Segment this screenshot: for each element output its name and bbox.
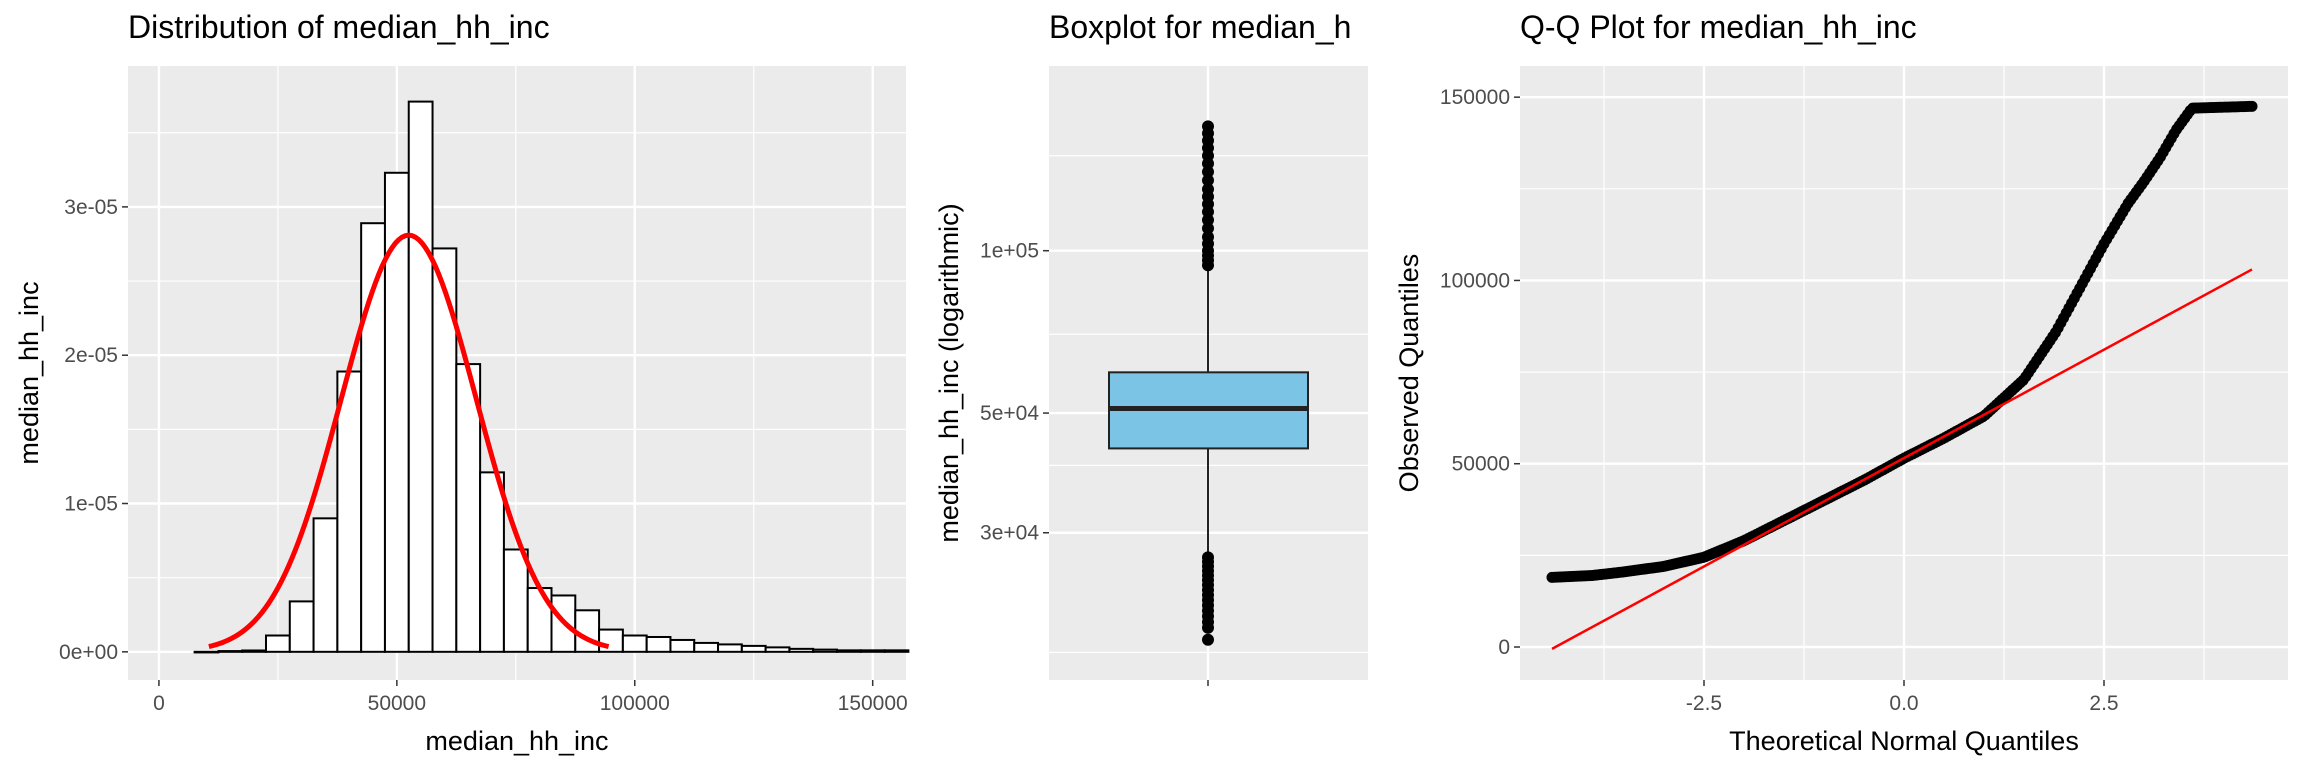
boxplot-axes: 3e+04 5e+04 1e+05 [980, 240, 1209, 686]
boxplot-outlier-point [1202, 633, 1214, 646]
histogram-bar [312, 517, 339, 653]
qq-panel: Q-Q Plot for median_hh_inc 0 50000 100000 1… [1394, 9, 2288, 756]
histogram-bar [836, 649, 862, 653]
qq-y-axis-label: Observed Quantiles [1394, 254, 1424, 493]
histogram-bar [479, 471, 505, 653]
histogram-bar [336, 370, 363, 653]
histogram-x-tick-label: 0 [153, 692, 165, 715]
boxplot-outlier-point [1202, 183, 1214, 196]
qq-title: Q-Q Plot for median_hh_inc [1520, 9, 1917, 45]
qq-y-tick-label: 100000 [1440, 269, 1510, 292]
histogram-bar [693, 641, 720, 653]
boxplot-box [1108, 120, 1309, 646]
histogram-bar [717, 643, 743, 653]
qq-reference-line [1551, 268, 2253, 650]
histogram-axes: 0e+00 1e-05 2e-05 3e-05 0 50000 100000 150000 [59, 196, 908, 715]
histogram-bar [621, 634, 648, 653]
histogram-bar [502, 548, 529, 653]
boxplot-outlier-point [1202, 174, 1214, 187]
histogram-y-tick-label: 1e-05 [64, 493, 118, 516]
histogram-y-axis-label: median_hh_inc [14, 281, 44, 464]
boxplot-y-tick-label: 5e+04 [980, 402, 1039, 425]
boxplot-y-axis-label: median_hh_inc (logarithmic) [934, 203, 964, 542]
boxplot-outlier-point [1202, 231, 1214, 244]
histogram-bar [764, 646, 791, 653]
histogram-title: Distribution of median_hh_inc [128, 9, 550, 45]
qq-x-tick-label: 2.5 [2089, 692, 2118, 715]
histogram-y-tick-label: 0e+00 [59, 641, 118, 664]
histogram-y-tick-label: 3e-05 [64, 196, 118, 219]
histogram-bar [241, 649, 267, 653]
histogram-bar [859, 649, 886, 653]
boxplot-outlier-point [1202, 222, 1214, 235]
qq-point [2246, 100, 2258, 112]
histogram-bar [645, 635, 672, 653]
histogram-x-axis-label: median_hh_inc [425, 726, 608, 756]
histogram-bar [598, 628, 624, 653]
boxplot-outlier-point [1202, 165, 1214, 178]
boxplot-panel: Boxplot for median_h 3e+04 5e+04 1e+05 med… [934, 9, 1368, 686]
histogram-x-tick-label: 150000 [838, 692, 908, 715]
histogram-y-tick-label: 2e-05 [64, 344, 118, 367]
histogram-bar [407, 100, 434, 653]
boxplot-outlier-point [1202, 120, 1214, 133]
histogram-bars [193, 100, 910, 654]
histogram-bar [669, 638, 696, 653]
boxplot-title: Boxplot for median_h [1049, 9, 1351, 45]
qq-y-tick-label: 150000 [1440, 86, 1510, 109]
histogram-bar [812, 648, 839, 653]
boxplot-y-tick-label: 3e+04 [980, 522, 1039, 545]
histogram-bar [193, 650, 220, 654]
histogram-panel: Distribution of median_hh_inc 0e+00 1e-05… [14, 9, 910, 756]
histogram-bar [574, 609, 601, 653]
boxplot-outlier-point [1202, 621, 1214, 634]
boxplot-y-tick-label: 1e+05 [980, 240, 1039, 263]
qq-y-tick-label: 50000 [1452, 453, 1510, 476]
histogram-bar [740, 644, 767, 653]
qq-x-axis-label: Theoretical Normal Quantiles [1729, 726, 2079, 756]
qq-grid [1520, 66, 2288, 680]
histogram-x-tick-label: 50000 [368, 692, 426, 715]
histogram-bar [217, 650, 244, 653]
histogram-x-tick-label: 100000 [600, 692, 670, 715]
histogram-density-curve [208, 232, 610, 649]
histogram-bar [883, 649, 910, 653]
histogram-bar [288, 600, 315, 653]
histogram-bar [264, 634, 291, 653]
qq-axes: 0 50000 100000 150000 -2.5 0.0 2.5 [1440, 86, 2119, 715]
histogram-bar [788, 647, 815, 653]
qq-x-tick-label: -2.5 [1686, 692, 1722, 715]
qq-x-tick-label: 0.0 [1889, 692, 1918, 715]
qq-y-tick-label: 0 [1498, 636, 1510, 659]
